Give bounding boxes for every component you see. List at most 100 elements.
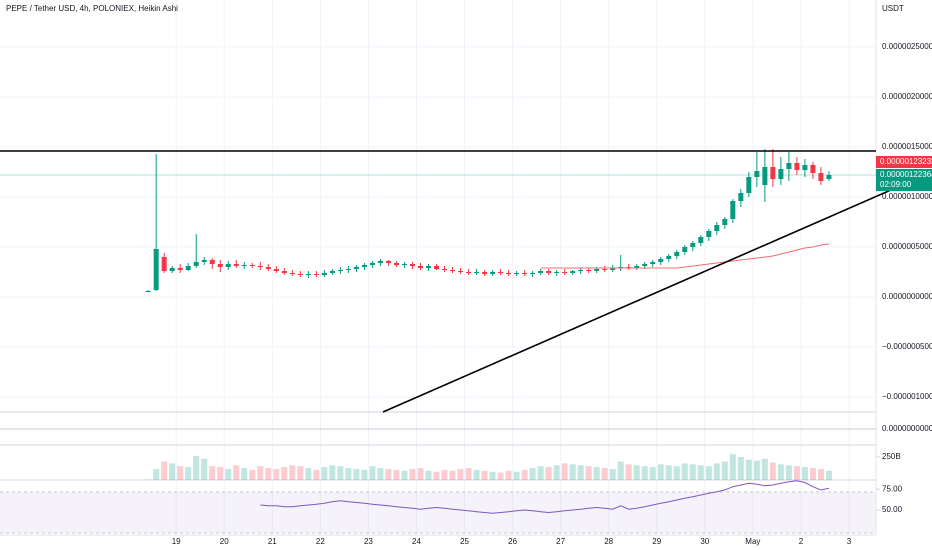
volume-bar [633,465,640,480]
candle-body [241,265,247,266]
candle-body [506,273,512,274]
candle-body [305,274,311,275]
candle-body [225,264,231,267]
candle-body [450,270,456,271]
candle-body [393,263,399,265]
candle-body [642,264,648,266]
candle-body [289,273,295,274]
volume-bar [345,468,352,480]
volume-bar [793,466,800,480]
x-tick-label: 28 [604,537,613,546]
volume-bar [553,465,560,480]
volume-bar [449,470,456,480]
candle-body [722,219,728,225]
volume-bar [681,463,688,480]
volume-bar [249,469,256,480]
candle-body [369,263,375,265]
volume-bar [377,468,384,480]
candle-body [201,260,207,262]
volume-bar [737,456,744,480]
candle-body [458,271,464,272]
candle-body [522,273,528,274]
candle-body [361,265,367,267]
x-tick-label: 21 [268,537,277,546]
candle-body [498,272,504,273]
volume-bar [225,468,232,480]
volume-bar [361,469,368,480]
candle-body [337,270,343,271]
candle-body [442,269,448,270]
trend-line-drawing [382,171,932,413]
volume-bar [417,468,424,480]
volume-bar [641,466,648,480]
candle-body [193,262,199,266]
candle-body [786,163,792,169]
candle-body [345,269,351,270]
volume-bar [561,463,568,480]
candle-body [281,271,287,273]
candle-body [674,252,680,256]
volume-bar [169,463,176,480]
volume-bar [665,465,672,480]
volume-bar [625,464,632,480]
volume-bar [761,458,768,480]
candle-body [578,270,584,271]
x-tick-label: 23 [364,537,373,546]
candle-body [169,268,175,271]
bar-countdown: 02:09:00 [880,180,912,189]
x-tick-label: 27 [556,537,565,546]
volume-bar [297,466,304,480]
candle-body [474,272,480,273]
volume-bar [569,464,576,480]
last-price-tag [876,169,932,191]
candle-body [433,266,439,269]
volume-bar [385,468,392,480]
candle-body [530,273,536,274]
volume-bar [769,462,776,480]
volume-bar [545,467,552,480]
candle-body [257,266,263,267]
volume-bar [209,466,216,480]
volume-bar [241,468,248,480]
volume-bar [401,470,408,480]
candle-body [425,266,431,268]
candle-body [153,249,159,290]
volume-bar [617,461,624,480]
rsi-tick-label: 50.00 [882,505,903,514]
candle-body [738,193,744,201]
candle-body [514,273,520,274]
x-tick-label: 2 [799,537,804,546]
moving-average [540,243,829,269]
candle-body [650,262,656,264]
volume-bar [329,465,336,480]
x-tick-label: 20 [220,537,229,546]
candle-body [634,266,640,268]
volume-bar [257,466,264,480]
chart-title: PEPE / Tether USD, 4h, POLONIEX, Heikin … [6,4,178,13]
candle-body [249,265,255,266]
volume-bar [673,466,680,480]
volume-bar [753,460,760,480]
volume-bar [505,470,512,480]
candle-body [177,268,183,270]
candle-body [185,266,191,270]
candle-body [217,264,223,267]
candle-body [754,171,760,177]
candle-body [490,272,496,274]
volume-bar [425,470,432,480]
x-tick-label: 29 [652,537,661,546]
previous-price: 0.00000123232 [880,157,932,166]
candle-body [610,268,616,270]
candle-body [353,267,359,269]
candle-body [658,259,664,262]
rsi-band [0,492,876,533]
candle-body [714,225,720,231]
volume-bar [721,461,728,480]
candle-body [554,272,560,273]
volume-bar [497,472,504,480]
x-tick-label: 22 [316,537,325,546]
